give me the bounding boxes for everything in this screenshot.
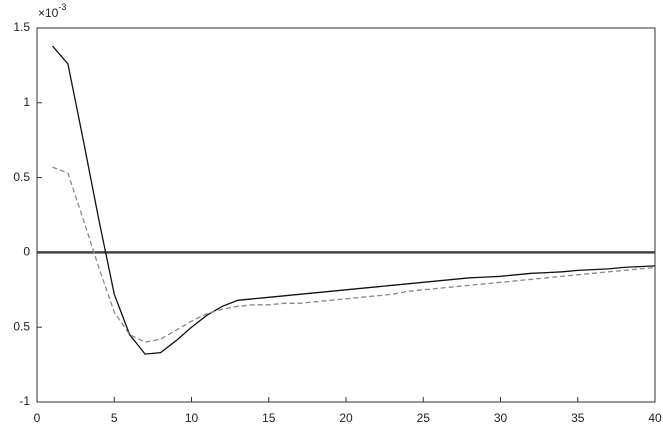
y-multiplier-exp: -3: [58, 2, 66, 12]
y-multiplier: ×10-3: [38, 2, 66, 20]
series-line: [52, 45, 656, 355]
y-multiplier-base: ×10: [38, 6, 59, 20]
x-tick-label: 10: [185, 411, 199, 425]
plot-frame: [36, 27, 656, 403]
x-tick-label: 15: [262, 411, 276, 425]
x-tick-label: 30: [494, 411, 508, 425]
y-tick-label: 0: [23, 245, 30, 259]
x-tick-label: 5: [111, 411, 118, 425]
y-tick-label: 1.5: [13, 20, 30, 34]
x-tick-label: 35: [571, 411, 585, 425]
series-line: [52, 166, 656, 343]
x-tick-label: 25: [417, 411, 431, 425]
y-tick-label: 0.5: [13, 170, 30, 184]
x-tick-label: 40: [648, 411, 662, 425]
x-tick-label: 20: [339, 411, 353, 425]
y-tick-label: 1: [23, 95, 30, 109]
y-tick-label: 0.5: [13, 319, 30, 333]
y-tick-label: -1: [19, 394, 30, 408]
x-tick-label: 0: [34, 411, 41, 425]
